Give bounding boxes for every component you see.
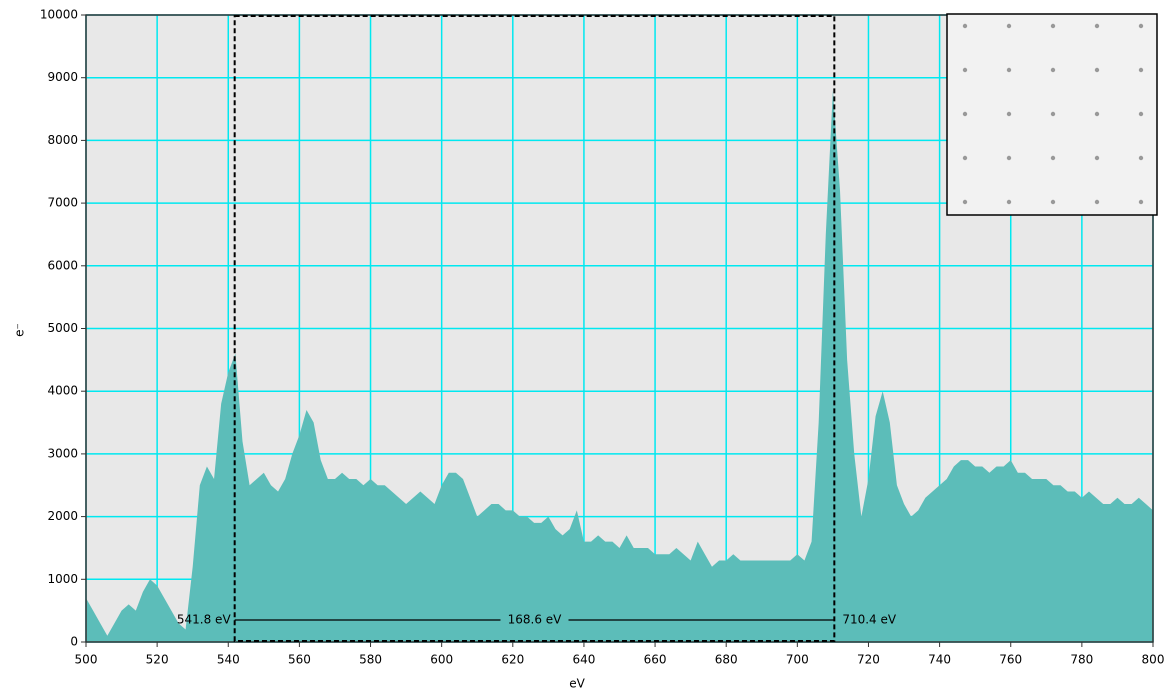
x-tick-label: 680 [715, 653, 738, 667]
y-tick-label: 1000 [47, 572, 78, 586]
y-tick-label: 5000 [47, 321, 78, 335]
x-tick-label: 800 [1142, 653, 1165, 667]
x-axis-label: eV [569, 677, 585, 691]
x-tick-label: 720 [857, 653, 880, 667]
inset-dot [1094, 199, 1100, 205]
x-tick-label: 520 [146, 653, 169, 667]
x-tick-label: 740 [928, 653, 951, 667]
inset-dot [1050, 111, 1056, 117]
y-tick-label: 4000 [47, 384, 78, 398]
inset-dot [1094, 23, 1100, 29]
inset-dot [1094, 155, 1100, 161]
selection-box [233, 15, 836, 642]
inset-dot [1050, 155, 1056, 161]
inset-dot [1138, 111, 1144, 117]
inset-dot [962, 155, 968, 161]
inset-dot [962, 23, 968, 29]
inset-dot [1094, 111, 1100, 117]
inset-dot [1050, 199, 1056, 205]
inset-dot [1050, 67, 1056, 73]
x-tick-label: 700 [786, 653, 809, 667]
inset-dot [1138, 199, 1144, 205]
x-tick-label: 540 [217, 653, 240, 667]
y-tick-label: 10000 [40, 8, 78, 22]
x-tick-label: 560 [288, 653, 311, 667]
selection-end-label: 710.4 eV [842, 613, 897, 627]
inset-dot [1006, 199, 1012, 205]
x-tick-label: 620 [501, 653, 524, 667]
y-tick-label: 9000 [47, 70, 78, 84]
inset-dot [962, 111, 968, 117]
inset-dot [1006, 155, 1012, 161]
y-axis-label: e⁻ [13, 323, 27, 337]
inset-dot [1094, 67, 1100, 73]
y-tick-label: 6000 [47, 258, 78, 272]
inset-dot [1006, 23, 1012, 29]
x-tick-label: 580 [359, 653, 382, 667]
inset-dot [1006, 67, 1012, 73]
y-tick-label: 3000 [47, 446, 78, 460]
x-tick-label: 600 [430, 653, 453, 667]
x-tick-label: 500 [75, 653, 98, 667]
inset-dot [1138, 67, 1144, 73]
selection-start-label: 541.8 eV [177, 613, 232, 627]
inset-dot [962, 67, 968, 73]
y-tick-label: 2000 [47, 509, 78, 523]
inset-dot [962, 199, 968, 205]
label-background [500, 612, 569, 628]
selection-width-label: 168.6 eV [508, 613, 563, 627]
inset-dot [1138, 23, 1144, 29]
x-tick-label: 640 [572, 653, 595, 667]
x-tick-label: 780 [1070, 653, 1093, 667]
inset-dot [1006, 111, 1012, 117]
y-tick-label: 0 [70, 635, 78, 649]
y-tick-label: 8000 [47, 133, 78, 147]
x-tick-label: 660 [644, 653, 667, 667]
inset-dot [1050, 23, 1056, 29]
x-tick-label: 760 [999, 653, 1022, 667]
spectrum-area [86, 90, 1153, 643]
inset-dot [1138, 155, 1144, 161]
y-tick-label: 7000 [47, 196, 78, 210]
